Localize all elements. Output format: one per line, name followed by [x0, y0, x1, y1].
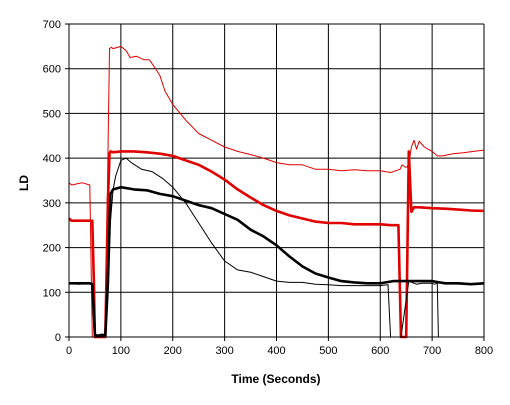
- x-tick-label: 500: [319, 345, 337, 357]
- x-tick-label: 200: [164, 345, 182, 357]
- x-tick-label: 400: [267, 345, 285, 357]
- x-axis-title: Time (Seconds): [231, 372, 320, 386]
- y-tick-label: 400: [43, 153, 61, 165]
- x-tick-label: 700: [423, 345, 441, 357]
- series-line-4-black-thick: [69, 185, 485, 338]
- y-tick-label: 100: [43, 287, 61, 299]
- y-tick-label: 0: [55, 332, 61, 344]
- y-tick-label: 500: [43, 108, 61, 120]
- y-tick-label: 200: [43, 243, 61, 255]
- y-axis-title: LD: [17, 175, 31, 191]
- x-tick-label: 300: [215, 345, 233, 357]
- x-tick-label: 0: [66, 345, 72, 357]
- series-line-1-red-thin: [68, 45, 485, 338]
- x-tick-label: 100: [112, 345, 130, 357]
- y-tick-label: 300: [43, 198, 61, 210]
- y-tick-label: 700: [43, 19, 61, 31]
- grid: [69, 23, 485, 337]
- x-tick-label: 600: [371, 345, 389, 357]
- x-tick-label: 800: [475, 345, 493, 357]
- axes: 0 100 200 300 400 500 600 700 800 0 100 200 300 400 50…: [43, 19, 494, 357]
- y-tick-label: 600: [43, 64, 61, 76]
- series-line-2-red-thick: [68, 150, 485, 339]
- series-group: [68, 45, 485, 339]
